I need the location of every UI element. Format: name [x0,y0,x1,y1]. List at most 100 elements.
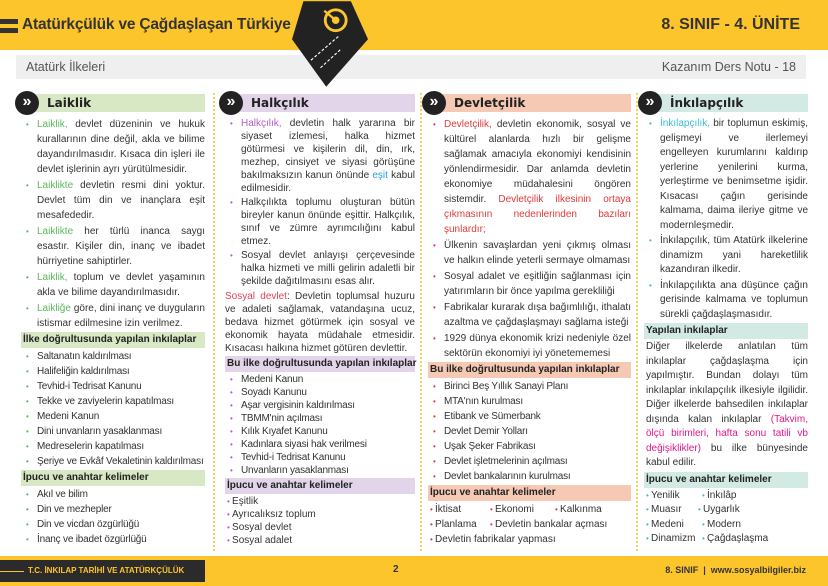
list-item: İnkılapçılık, tüm Atatürk ilkelerine din… [644,234,808,278]
reforms-list: Birinci Beş Yıllık Sanayi PlanıMTA'nın k… [428,379,631,484]
section-title: Devletçilik [440,94,631,112]
highlight-term: Devletçilik ilkesinin ortaya çıkmasının … [444,194,631,235]
list-item: Sosyal adalet ve eşitliğin sağlanması iç… [428,269,631,299]
keywords-heading: İpucu ve anahtar kelimeler [21,470,205,486]
list-item: Laiklik, devlet düzeninin ve hukuk kural… [21,117,205,177]
text-span: Fabrikalar kurarak dışa bağımlılığı, ith… [444,302,631,328]
highlight-term: Sosyal devlet [225,291,287,302]
page-number: 2 [393,564,399,575]
column-2: »HalkçılıkHalkçılık, devletin halk yarar… [219,91,416,547]
chevrons-right-icon: » [15,91,39,115]
keywords-list: Akıl ve bilimDin ve mezheplerDin ve vicd… [21,487,205,547]
bullet-list: Laiklik, devlet düzeninin ve hukuk kural… [21,117,205,331]
list-item: Medreselerin kapatılması [21,439,205,454]
keyword: • Muasır [646,503,698,518]
list-item: Medeni Kanun [21,409,205,424]
bullet-dot: • [702,490,708,500]
reforms-heading: Yapılan inkılaplar [644,323,808,339]
keyword: • Dinamizm [646,532,702,547]
bullet-dot: • [430,520,436,529]
section-title: Laiklik [33,94,205,112]
list-item: Devlet Demir Yolları [428,424,631,439]
list-item: 1929 dünya ekonomik krizi nedeniyle özel… [428,331,631,361]
keyword: İnanç ve ibadet özgürlüğü [21,532,205,547]
reforms-heading: Bu ilke doğrultusunda yapılan inkılaplar [428,362,631,378]
bullet-list: Halkçılık, devletin halk yararına bir si… [225,117,415,288]
keyword: • Çağdaşlaşma [702,532,768,547]
column-divider [420,93,422,551]
reforms-paragraph: Diğer ilkelerde anlatılan tüm inkılaplar… [644,340,808,471]
bullet-dot: • [430,535,436,544]
column-divider [213,93,215,551]
list-item: Uşak Şeker Fabrikası [428,439,631,454]
section-header: » Halkçılık [219,91,415,115]
footer-course: T.C. İNKILAP TARİHİ VE ATATÜRKÇÜLÜK [28,566,185,575]
keyword: • Eşitlik [227,495,327,508]
keyword-text: Yenilik [651,489,680,501]
list-item: MTA'nın kurulması [428,394,631,409]
bullet-list: Devletçilik, devletin ekonomik, sosyal v… [428,117,631,361]
list-item: Medeni Kanun [225,373,415,386]
keyword-text: Sosyal devlet [232,522,292,533]
list-item: Aşar vergisinin kaldırılması [225,399,415,412]
bullet-dot: • [555,505,561,514]
keyword: • Ekonomi [490,502,555,517]
text-span: her türlü inanca saygı esastır. Kişiler … [37,226,205,267]
keyword: • Uygarlık [698,503,754,518]
keyword-text: Planlama [435,519,477,530]
definition-paragraph: Sosyal devlet: Devletin toplumsal huzuru… [225,290,415,355]
bullet-dot: • [702,534,708,543]
bullet-dot: • [646,534,652,543]
bullet-dot: • [646,505,652,514]
keyword-text: Uygarlık [703,504,740,515]
list-item: İnkılapçılık, bir toplumun eskimiş, geli… [644,117,808,233]
keywords-grid: • İktisat • Ekonomi • Kalkınma • Planlama • … [428,502,631,547]
keyword: • Modern [702,518,754,533]
highlight-term: Laiklik, [37,272,68,283]
bullet-list: İnkılapçılık, bir toplumun eskimiş, geli… [644,117,808,322]
list-item: Laikliğe göre, dini inanç ve duyguların … [21,301,205,331]
text-span: 1929 dünya ekonomik krizi nedeniyle özel… [444,333,631,359]
keyword-text: Ayrıcalıksız toplum [232,509,316,520]
keyword-text: Çağdaşlaşma [707,533,769,544]
list-item: Tekke ve zaviyelerin kapatılması [21,394,205,409]
text-span: Sosyal adalet ve eşitliğin sağlanması iç… [444,271,631,297]
text-span: İnkılapçılıkta ana düşünce çağın gerisin… [660,279,808,320]
bullet-dot: • [227,536,233,545]
list-item: Devlet bankalarının kurulması [428,469,631,484]
bullet-dot: • [430,505,436,514]
list-item: Laiklikte devletin resmi dini yoktur. De… [21,178,205,223]
keyword-text: İnkılâp [707,489,737,501]
section-header: » İnkılapçılık [638,91,808,115]
list-item: Kılık Kıyafet Kanunu [225,425,415,438]
reforms-list: Saltanatın kaldırılmasıHalifeliğin kaldı… [21,349,205,469]
keyword-text: Sosyal adalet [232,535,293,546]
text-span: devletin ekonomik, sosyal ve kültürel al… [444,119,631,205]
list-item: Halkçılık, devletin halk yararına bir si… [225,117,415,195]
list-item: Devlet işletmelerinin açılması [428,454,631,469]
note-number: Kazanım Ders Notu - 18 [661,60,796,74]
keyword-text: Devletin fabrikalar yapması [435,534,556,545]
section-title: Halkçılık [237,94,415,112]
section-title: İnkılapçılık [656,94,808,112]
keyword-text: İktisat [435,504,462,515]
list-item: Saltanatın kaldırılması [21,349,205,364]
chevrons-right-icon: » [422,91,446,115]
keyword: Din ve mezhepler [21,502,205,517]
list-item: İnkılapçılıkta ana düşünce çağın gerisin… [644,279,808,323]
column-3: »DevletçilikDevletçilik, devletin ekonom… [422,91,631,547]
chevrons-right-icon: » [638,91,662,115]
text-span: kabul edilmesidir. [241,170,415,194]
keyword: • İktisat [430,502,490,517]
keywords-heading: İpucu ve anahtar kelimeler [644,471,808,488]
keyword: • Medeni [646,518,702,533]
bullet-dot: • [646,519,652,529]
section-header: » Devletçilik [422,91,631,115]
footer-course-band: T.C. İNKILAP TARİHİ VE ATATÜRKÇÜLÜK [0,560,205,582]
list-item: Laiklikte her türlü inanca saygı esastır… [21,224,205,269]
footer-site: 8. SINIF | www.sosyalbilgiler.biz [665,565,806,575]
keyword: • Yenilik [646,489,702,504]
list-item: TBMM'nin açılması [225,412,415,425]
list-item: Kadınlara siyasi hak verilmesi [225,438,415,451]
text-span: toplum ve devlet yaşamının akla ve bilim… [37,272,205,298]
